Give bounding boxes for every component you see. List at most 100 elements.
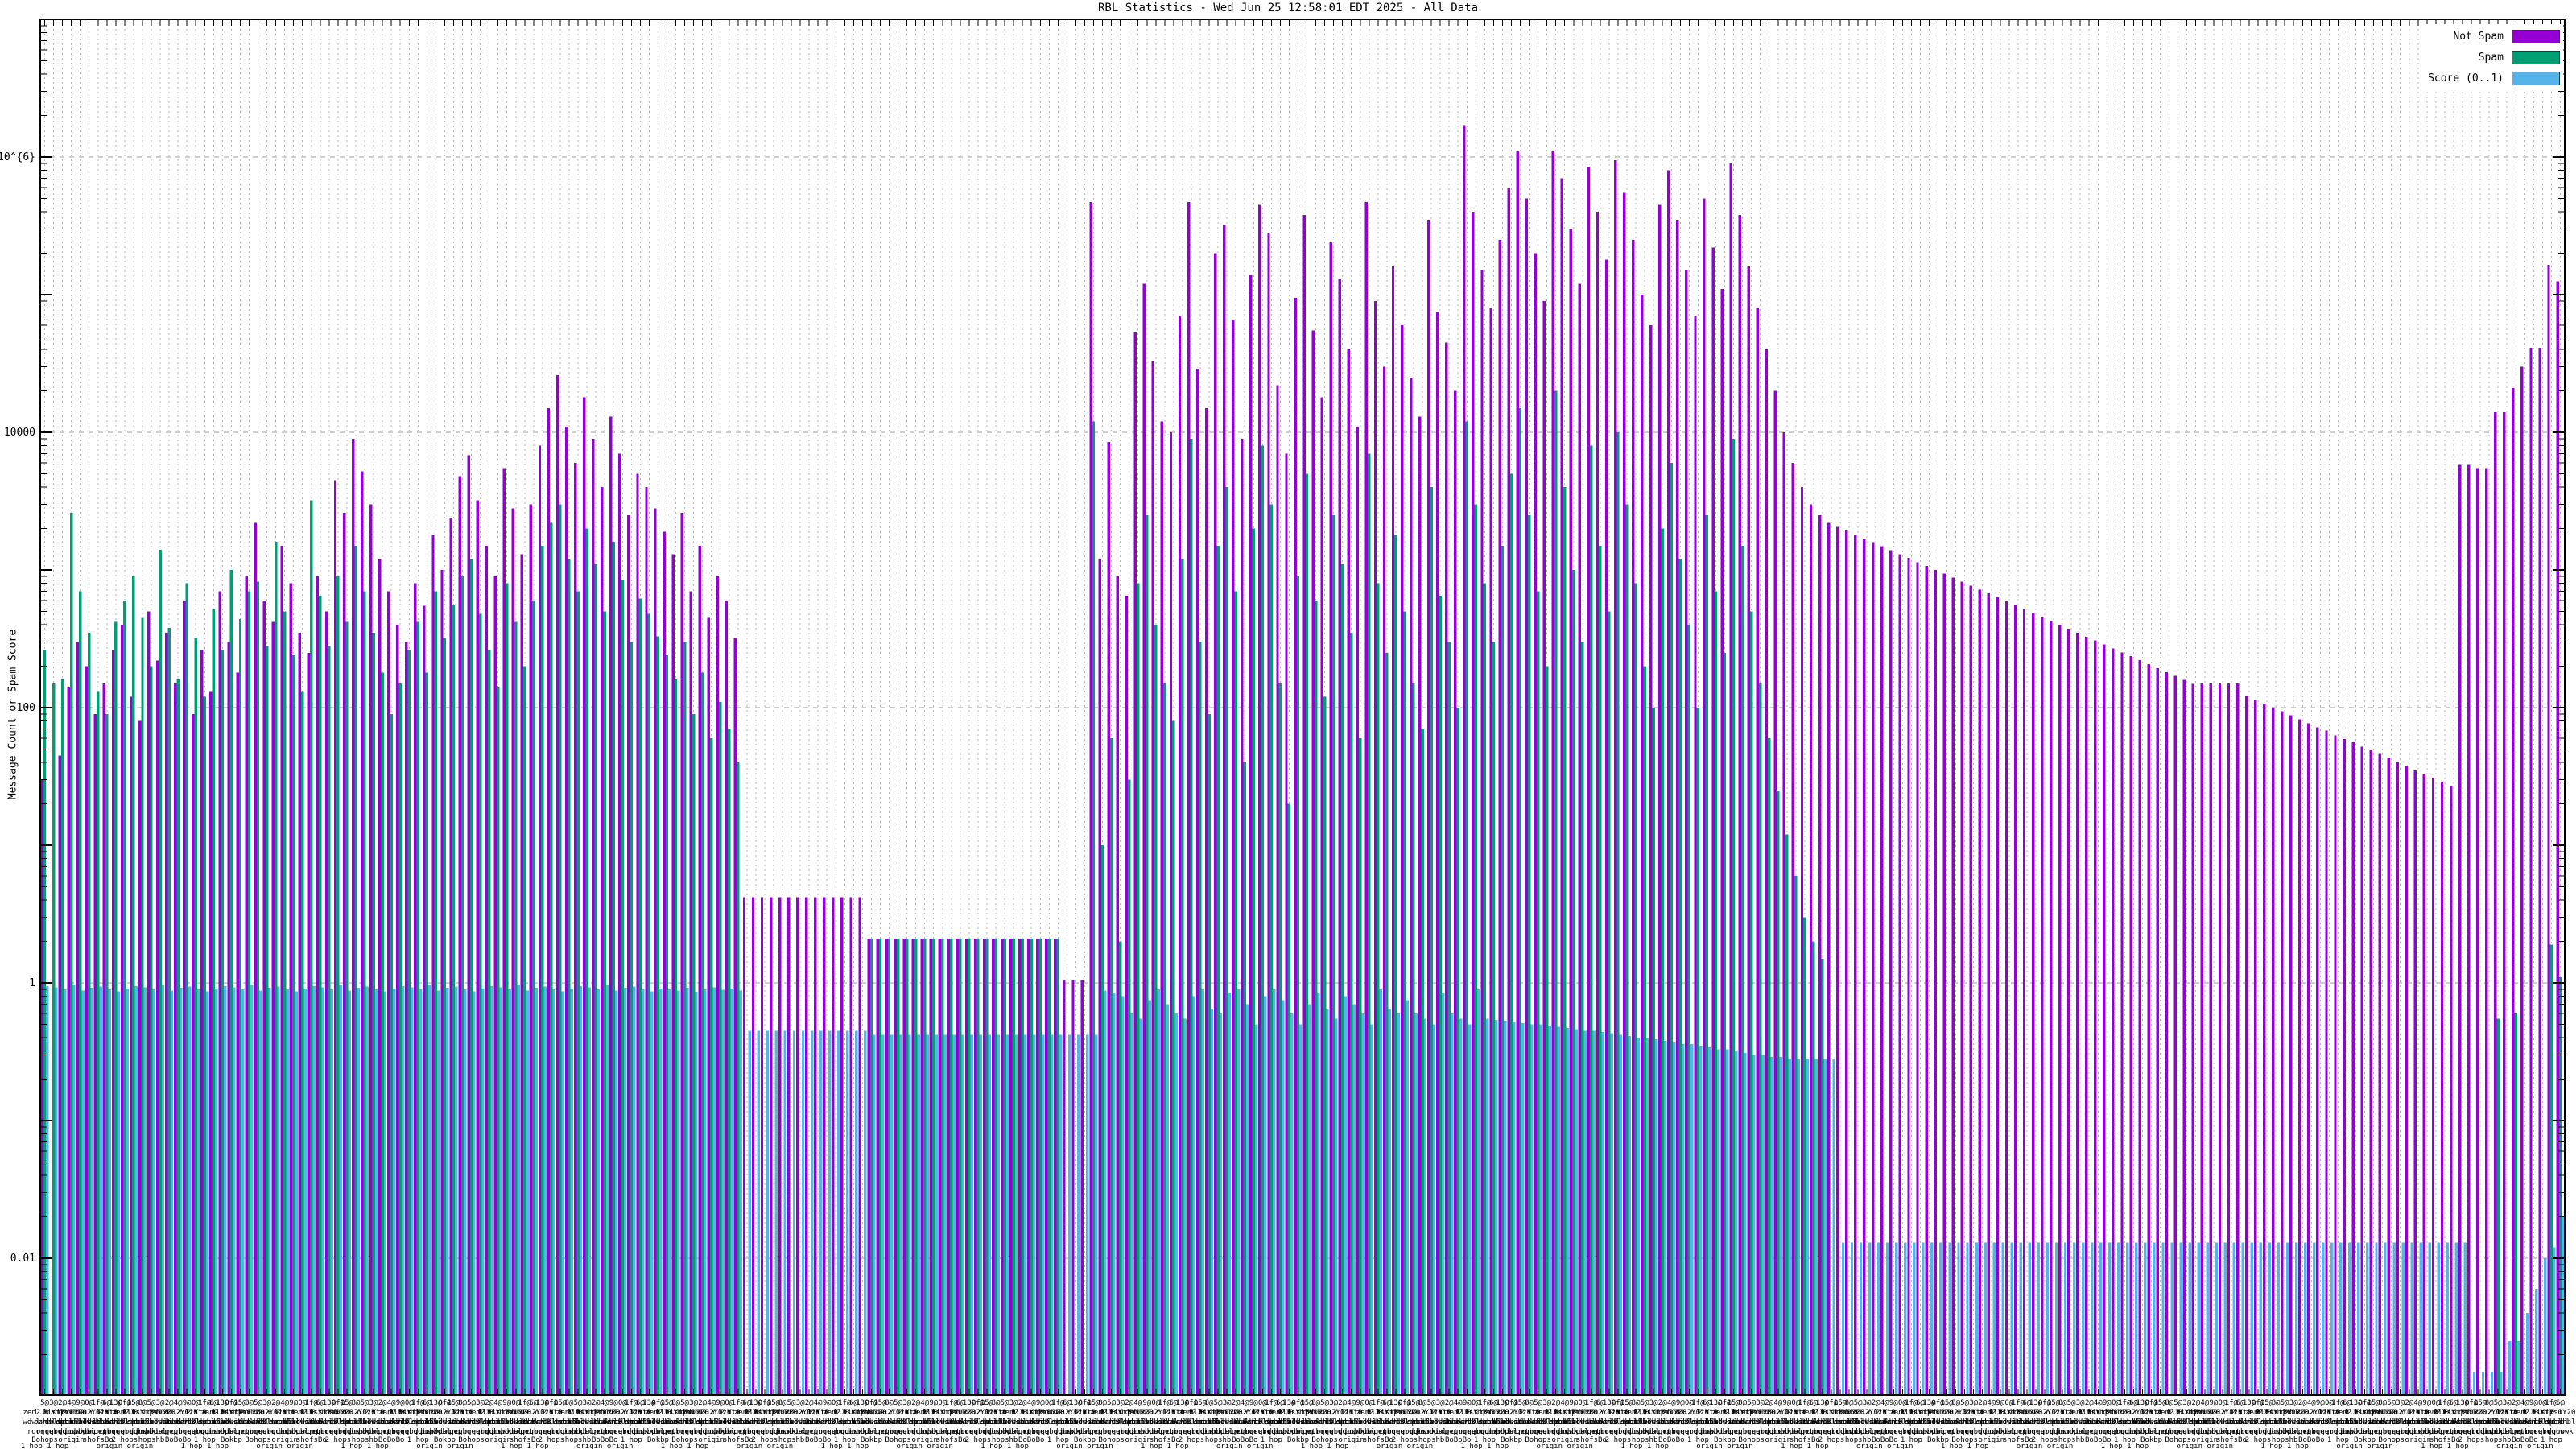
x-label: 9@ (2529, 1399, 2538, 1407)
x-label: orgetr (1294, 1428, 1320, 1436)
bar-not-spam (663, 531, 666, 1395)
x-label: bzhbldwbl (1172, 1418, 1212, 1426)
x-label: origin (1125, 1436, 1151, 1444)
x-label: 2 hops (965, 1436, 992, 1444)
bar-score (303, 989, 307, 1395)
x-label: 15@ (1194, 1399, 1208, 1407)
bar-score (2526, 1313, 2529, 1395)
bar-spam (1181, 559, 1184, 1396)
x-label: dghowk (698, 1428, 724, 1436)
bar-not-spam (449, 517, 452, 1395)
bar-spam (691, 713, 696, 1395)
x-label: listY.0.2 (1287, 1409, 1327, 1417)
x-label: ips.Y.0 (1212, 1409, 1242, 1417)
bar-score (650, 991, 654, 1395)
x-label: 1f@ (1372, 1399, 1385, 1407)
bar-not-spam (1729, 163, 1732, 1396)
x-label: l.0.Y.2.1 (390, 1409, 429, 1417)
x-label: bzhbldwbl (1670, 1418, 1709, 1426)
bar-score (72, 985, 76, 1395)
bar-score (1992, 1242, 1996, 1395)
x-label: origin origin (2496, 1443, 2553, 1449)
x-label: 1f@ (732, 1399, 745, 1407)
x-label: 0@ (2004, 1399, 2013, 1407)
bar-score (2054, 1242, 2058, 1395)
x-label: origin (58, 1436, 85, 1444)
x-label: spamhbl (2118, 1418, 2149, 1426)
bar-score (1904, 1242, 1907, 1395)
x-label: spamhbl (696, 1418, 727, 1426)
x-label: dghowk (983, 1428, 1009, 1436)
bar-spam (647, 613, 651, 1395)
x-label: wdwlwdwlwd (2014, 1418, 2058, 1426)
x-label: 8@ (245, 1399, 254, 1407)
x-label: hopsgrg (287, 1428, 318, 1436)
bar-not-spam (1676, 219, 1679, 1395)
x-label: kbldwbl3 (2009, 1418, 2044, 1426)
bar-spam (1501, 545, 1505, 1395)
x-label: hopsgrg (2136, 1428, 2167, 1436)
x-label: 0@ (2218, 1399, 2227, 1407)
x-label: 1 hop (1687, 1436, 1709, 1444)
x-label: 13@ (536, 1399, 550, 1407)
x-label: sbldnsbl (828, 1418, 862, 1426)
y-tick-label: 100 (17, 702, 35, 714)
x-label: 0.2.0.0.1 (167, 1409, 207, 1417)
x-label: 4@ (1241, 1399, 1249, 1407)
x-label: kbldwbl3 (1156, 1418, 1191, 1426)
bar-score (2135, 1242, 2138, 1395)
x-label: 2 hops (2032, 1436, 2058, 1444)
x-label: 15@ (1940, 1399, 1954, 1407)
bar-score (1468, 1024, 1472, 1395)
x-label: 2.1.Y.0.z (1865, 1409, 1905, 1417)
x-label: 1 hop 1 hop (1301, 1443, 1349, 1449)
bar-not-spam (1329, 242, 1332, 1395)
bar-score (846, 1030, 849, 1395)
x-label: rgrgrgrg (1663, 1428, 1698, 1436)
x-label: sbldnsbl (543, 1418, 577, 1426)
x-label: zen2.0.1.2 (112, 1409, 155, 1417)
x-label: 5@ (2281, 1399, 2289, 1407)
bar-score (2463, 1242, 2467, 1395)
x-label: 0.2.0.0.1 (700, 1409, 740, 1417)
x-label: sbldnsbl (1183, 1418, 1217, 1426)
bar-score (1095, 1034, 1098, 1395)
bar-spam (1545, 666, 1549, 1395)
x-label: orgetr (2289, 1428, 2316, 1436)
x-label: zen2.0.1.2 (2157, 1409, 2200, 1417)
x-label: orgetr (1579, 1428, 1605, 1436)
bar-score (1068, 1034, 1071, 1395)
bar-score (2019, 1242, 2023, 1395)
x-label: 5@ (2387, 1399, 2396, 1407)
x-label: 8@ (992, 1399, 1001, 1407)
x-label: kbldwbl3 (160, 1418, 195, 1426)
x-label: combldwsb (843, 1418, 882, 1426)
bar-score (1041, 1034, 1045, 1395)
bar-not-spam (1916, 562, 1919, 1395)
x-label: 1 hop 1 hop (1941, 1443, 1989, 1449)
x-label: combldwsb (60, 1418, 100, 1426)
x-label: hopshb (1418, 1436, 1445, 1444)
bar-not-spam (902, 938, 906, 1395)
x-label: zen2.0.1.2 (200, 1409, 244, 1417)
bar-score (1814, 1059, 1818, 1395)
x-label: orgetr (867, 1428, 894, 1436)
bar-not-spam (1489, 308, 1492, 1395)
x-label: bopbdbl (349, 1428, 380, 1436)
x-label: kbldwbl3 (374, 1418, 408, 1426)
bar-not-spam (458, 476, 461, 1395)
x-label: ips.Y.0 (1301, 1409, 1331, 1417)
bar-score (2375, 1242, 2378, 1395)
x-label: grgoow (618, 1428, 645, 1436)
bar-score (1423, 1018, 1427, 1395)
x-label: combldwsb (1340, 1418, 1380, 1426)
bar-not-spam (2289, 715, 2293, 1395)
bar-spam (132, 576, 135, 1395)
bar-spam (1092, 421, 1096, 1396)
x-label: bopbdbl (2341, 1428, 2372, 1436)
x-label: hopsgrg (1354, 1428, 1385, 1436)
bar-score (2063, 1242, 2067, 1395)
bar-not-spam (2067, 629, 2070, 1395)
x-label: bopbdbl (705, 1428, 736, 1436)
x-label: bopbdbl (207, 1428, 237, 1436)
